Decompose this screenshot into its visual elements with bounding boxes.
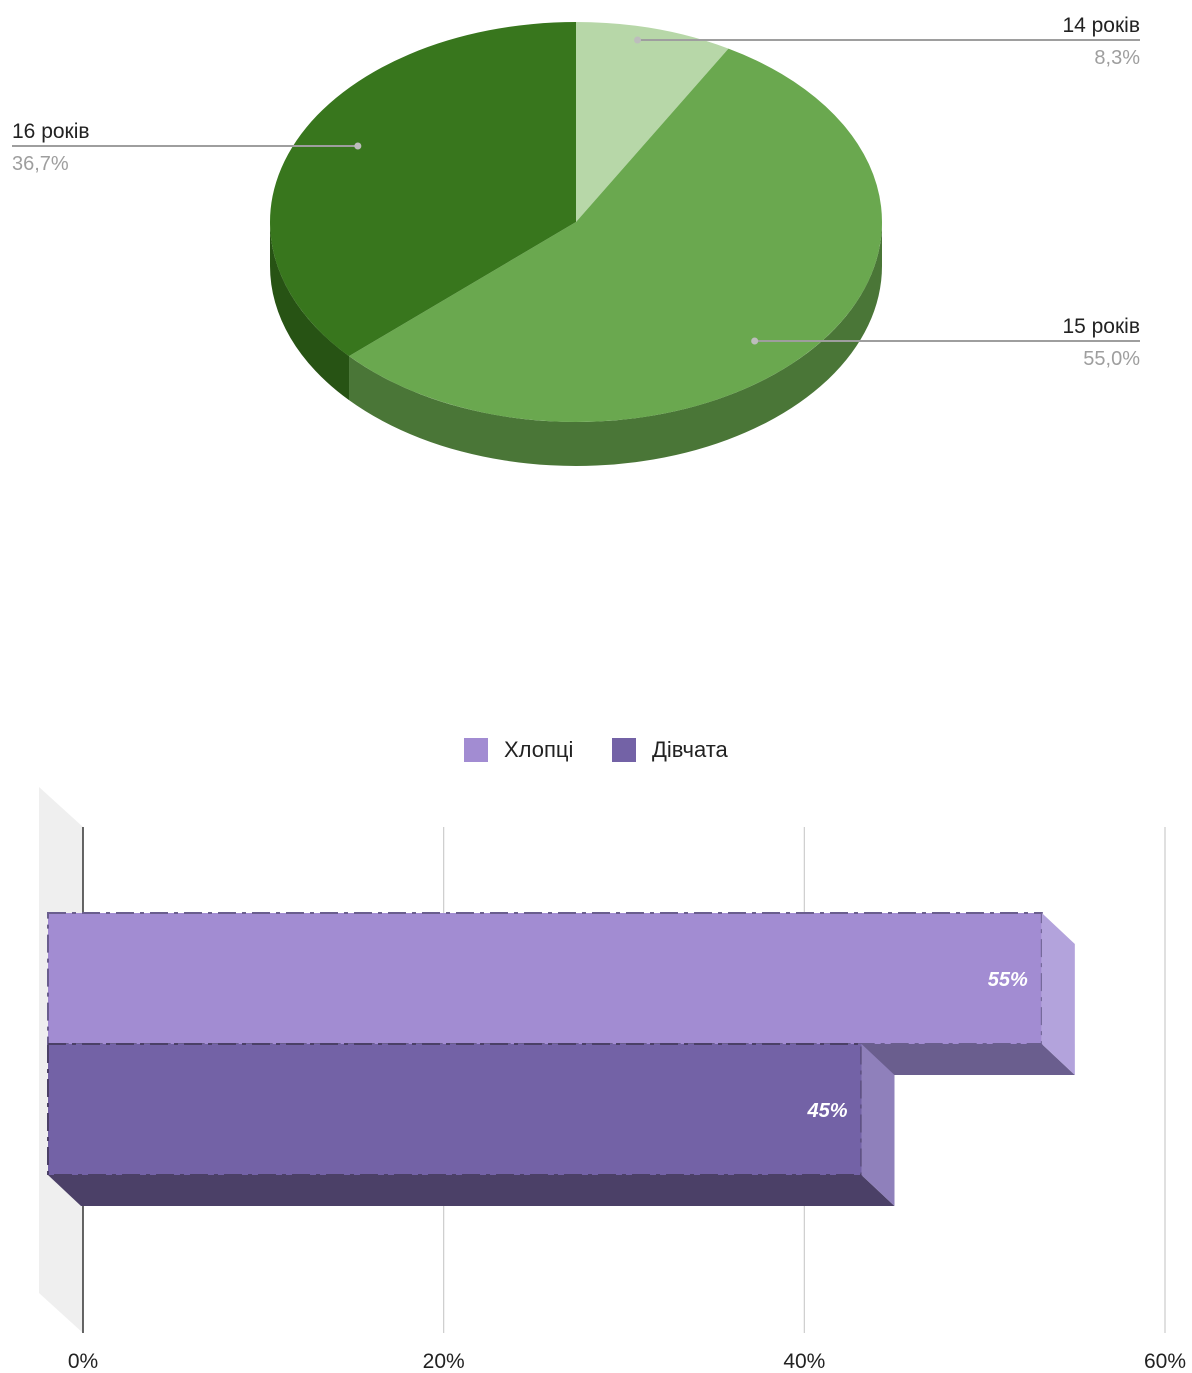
slice-category-label: 15 років [1062,315,1140,338]
pie-label-1: 14 років 8,3% [634,14,1140,69]
bar-data-label: 55% [988,969,1028,991]
slice-category-label: 16 років [12,120,90,143]
slice-value-label: 36,7% [12,153,69,175]
bar-data-label: 45% [806,1100,847,1122]
legend-label: Хлопці [504,737,573,762]
bar-2: 45% [47,1043,895,1206]
slice-category-label: 14 років [1062,14,1140,37]
legend-swatch [612,738,636,762]
pie-label-2: 15 років 55,0% [751,315,1140,370]
bar-side-face [861,1044,895,1206]
pie-side-2 [349,222,883,466]
x-tick-label: 60% [1144,1350,1186,1373]
x-tick-label: 0% [68,1350,98,1373]
slice-value-label: 8,3% [1094,47,1140,69]
pie-label-3: 16 років 36,7% [12,120,362,175]
leader-dot [751,337,759,345]
legend-swatch [464,738,488,762]
pie-slice-3 [270,22,576,357]
legend-item-2: Дівчата [612,737,729,762]
x-tick-label: 20% [423,1350,465,1373]
slice-value-label: 55,0% [1083,348,1140,370]
legend-label: Дівчата [652,737,729,762]
pie-slice-2 [349,48,883,423]
legend-item-1: Хлопці [464,737,573,762]
pie-side-3 [270,222,350,401]
bar-bottom-face [48,1175,895,1206]
legend: Хлопці Дівчата [464,737,729,762]
x-tick-label: 40% [783,1350,825,1373]
pie-slice-1 [576,22,729,222]
leader-dot [634,36,642,44]
gender-bar-chart: Хлопці Дівчата 0% 20% 40% 60% 55% 45% [39,737,1186,1373]
bar-front-face [47,912,1043,1045]
bar-front-face [47,1043,863,1176]
bar-side-face [1041,913,1075,1075]
age-pie-chart: 14 років 8,3% 15 років 55,0% 16 років 36,7% [12,14,1140,466]
leader-dot [354,142,362,150]
